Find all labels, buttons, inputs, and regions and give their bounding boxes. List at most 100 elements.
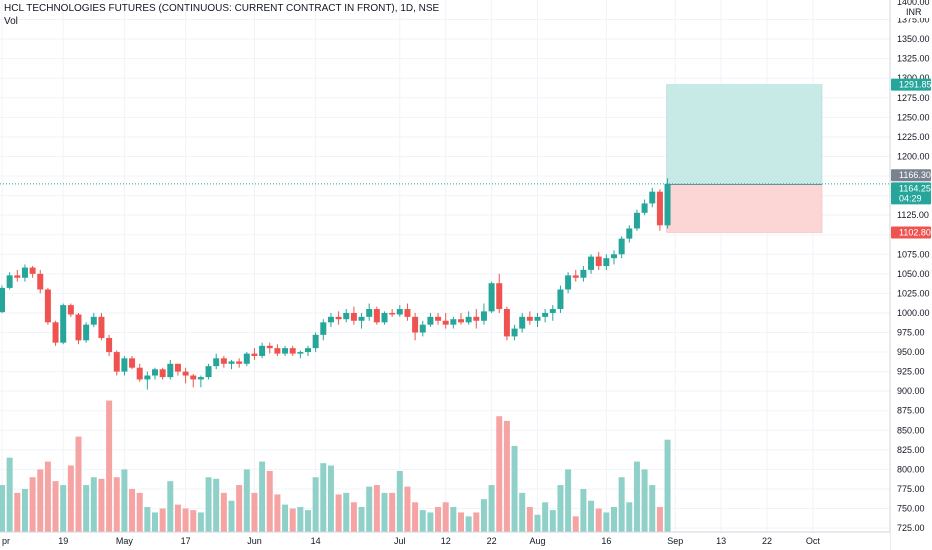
candle [404, 303, 411, 321]
candle [450, 316, 457, 329]
volume-bar [0, 485, 5, 532]
currency-bg [898, 6, 932, 18]
high-price-tag-bg [891, 169, 931, 182]
candle-body [228, 361, 235, 364]
candle [190, 373, 197, 388]
candle [412, 312, 419, 341]
volume-bar [626, 502, 633, 532]
candle [243, 352, 250, 367]
candle-body [6, 275, 13, 288]
volume-bar [289, 508, 296, 532]
time-axis-tick: 19 [58, 536, 68, 546]
last-price-tag-text: 1164.25 [899, 183, 931, 193]
price-axis-tick: 1375.00 [897, 15, 930, 25]
candle [358, 312, 365, 329]
candle [14, 269, 21, 282]
volume-bar [565, 469, 572, 532]
volume-bar [358, 506, 365, 532]
volume-bar [67, 465, 74, 532]
candle-body [618, 238, 625, 255]
volume-bar [404, 486, 411, 532]
candle-body [205, 366, 212, 378]
volume-bar [90, 477, 97, 532]
candle-body [52, 322, 59, 343]
time-axis-tick: Jul [394, 536, 406, 546]
candle [289, 345, 296, 356]
candle [565, 272, 572, 294]
candle-body [259, 345, 266, 356]
candle-body [396, 309, 403, 315]
candle [442, 312, 449, 329]
candle [106, 334, 113, 356]
volume-bar [549, 510, 556, 532]
candle [21, 264, 28, 282]
candle [228, 359, 235, 370]
candle [312, 332, 319, 353]
candle [251, 348, 258, 360]
candle [67, 303, 74, 317]
price-axis-tick: 1000.00 [897, 308, 930, 318]
candle [220, 355, 227, 368]
price-axis-tick: 1075.00 [897, 249, 930, 259]
candle-body [37, 273, 44, 290]
candle [542, 309, 549, 323]
volume-bar [381, 492, 388, 532]
volume-bar [649, 485, 656, 532]
candle-body [14, 275, 21, 278]
candle-body [83, 324, 90, 341]
candle [549, 305, 556, 321]
volume-bar [633, 461, 640, 532]
candle-body [496, 283, 503, 310]
candle-body [465, 316, 472, 323]
volume-bar [37, 469, 44, 532]
price-axis-tick: 825.00 [897, 445, 925, 455]
volume-bar [14, 492, 21, 532]
candle-body [251, 353, 258, 356]
candle [266, 342, 273, 354]
volume-bar [473, 512, 480, 532]
candle [435, 312, 442, 325]
volume-bar [213, 478, 220, 532]
candle-body [167, 363, 174, 378]
volume-bar [618, 477, 625, 532]
candle-body [358, 316, 365, 321]
take-profit-tag: 1291.85 [891, 78, 932, 91]
candle-body [44, 289, 51, 323]
candle [167, 359, 174, 380]
candle [557, 285, 564, 313]
volume-bar [572, 516, 579, 532]
candle-body [458, 319, 464, 323]
time-axis-tick: 22 [487, 536, 497, 546]
candle-body [220, 358, 227, 364]
price-axis-tick: 900.00 [897, 386, 925, 396]
price-axis-tick: 1025.00 [897, 288, 930, 298]
volume-bar [656, 506, 663, 532]
time-axis-tick: Oct [806, 536, 821, 546]
candle [480, 303, 487, 325]
candle [152, 367, 158, 380]
volume-bar [435, 506, 442, 532]
candle-body [603, 258, 610, 266]
candle-body [480, 311, 487, 321]
candle-body [633, 212, 640, 229]
volume-bar [595, 508, 602, 532]
price-axis-tick: 800.00 [897, 464, 925, 474]
candle-body [664, 183, 671, 226]
candle [113, 350, 120, 376]
time-axis-tick: 13 [716, 536, 726, 546]
last-price-tag-bg [891, 182, 931, 205]
candle-body [266, 345, 273, 349]
volume-bar [136, 492, 143, 532]
volume-bar [503, 420, 510, 532]
price-axis-tick: 950.00 [897, 347, 925, 357]
candle [44, 287, 51, 325]
volume-bar [427, 512, 434, 532]
volume-bar [534, 514, 541, 532]
candle [618, 236, 625, 259]
volume-bar [75, 436, 82, 532]
volume-bars [0, 400, 671, 532]
price-axis-tick: 1050.00 [897, 269, 930, 279]
candle [121, 355, 128, 376]
